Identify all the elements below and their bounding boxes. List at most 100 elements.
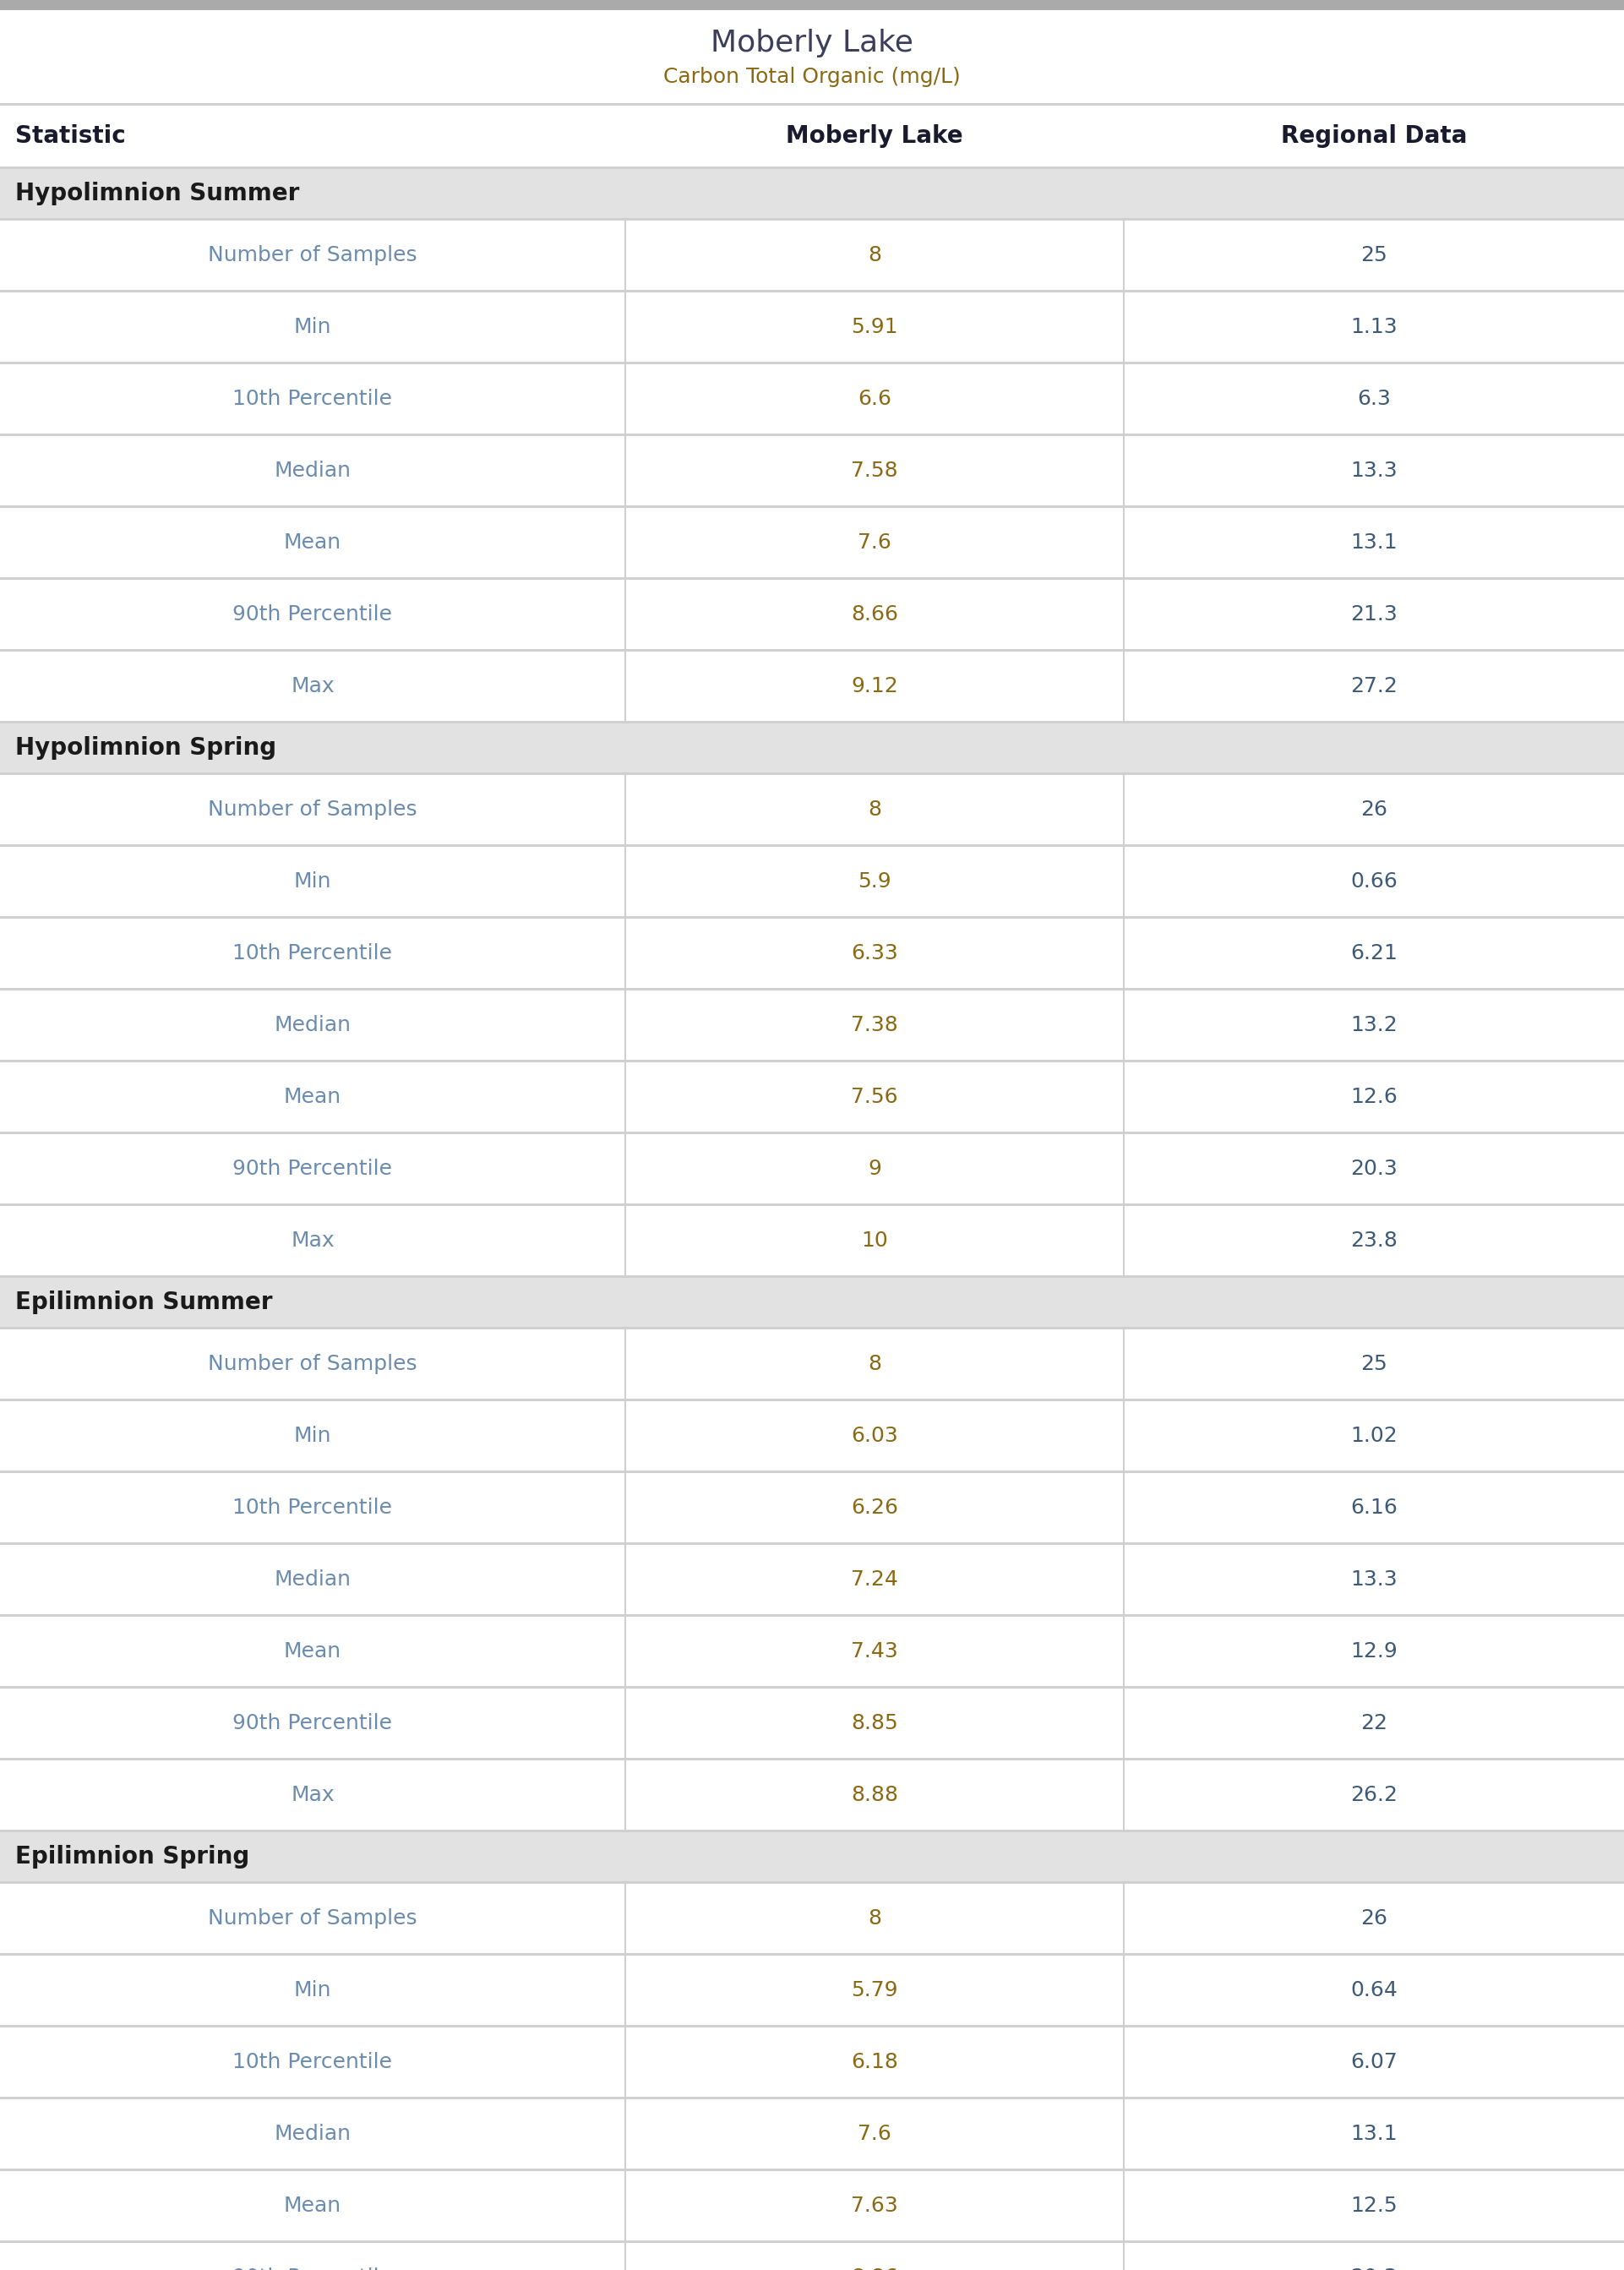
Text: 7.6: 7.6 bbox=[857, 533, 892, 552]
Text: 26.2: 26.2 bbox=[1350, 1784, 1398, 1805]
Text: 90th Percentile: 90th Percentile bbox=[232, 604, 393, 624]
Text: 0.64: 0.64 bbox=[1350, 1979, 1398, 2000]
Text: Moberly Lake: Moberly Lake bbox=[786, 125, 963, 148]
Text: 9.12: 9.12 bbox=[851, 676, 898, 697]
Text: 13.3: 13.3 bbox=[1351, 461, 1397, 481]
Bar bbox=[0, 2100, 1624, 2168]
Text: 7.56: 7.56 bbox=[851, 1087, 898, 1108]
Bar bbox=[0, 1689, 1624, 1757]
Text: Carbon Total Organic (mg/L): Carbon Total Organic (mg/L) bbox=[663, 66, 961, 86]
Text: Median: Median bbox=[274, 1569, 351, 1589]
Bar bbox=[0, 577, 1624, 579]
Bar bbox=[0, 2168, 1624, 2170]
Bar bbox=[0, 1884, 1624, 1952]
Text: Min: Min bbox=[294, 872, 331, 892]
Bar bbox=[0, 1203, 1624, 1205]
Text: Regional Data: Regional Data bbox=[1281, 125, 1466, 148]
Bar bbox=[0, 722, 1624, 724]
Text: Median: Median bbox=[274, 461, 351, 481]
Text: Max: Max bbox=[291, 1784, 335, 1805]
Bar bbox=[0, 1135, 1624, 1203]
Bar bbox=[0, 1401, 1624, 1471]
Bar bbox=[0, 0, 1624, 9]
Text: 25: 25 bbox=[1361, 1353, 1387, 1373]
Text: Min: Min bbox=[294, 318, 331, 338]
Text: Min: Min bbox=[294, 1426, 331, 1446]
Bar bbox=[0, 1546, 1624, 1614]
Text: 7.6: 7.6 bbox=[857, 2125, 892, 2145]
Text: 12.6: 12.6 bbox=[1350, 1087, 1398, 1108]
Text: 26: 26 bbox=[1361, 799, 1387, 819]
Bar bbox=[0, 291, 1624, 293]
Text: 10: 10 bbox=[861, 1230, 888, 1251]
Text: 7.58: 7.58 bbox=[851, 461, 898, 481]
Text: 8: 8 bbox=[867, 1353, 882, 1373]
Bar bbox=[0, 2170, 1624, 2240]
Text: Hypolimnion Summer: Hypolimnion Summer bbox=[15, 182, 299, 204]
Bar bbox=[0, 436, 1624, 506]
Text: 22: 22 bbox=[1361, 1714, 1387, 1734]
Text: 8: 8 bbox=[867, 245, 882, 266]
Text: Number of Samples: Number of Samples bbox=[208, 799, 417, 819]
Bar bbox=[0, 506, 1624, 508]
Bar bbox=[0, 1398, 1624, 1401]
Text: 10th Percentile: 10th Percentile bbox=[232, 388, 393, 409]
Bar bbox=[0, 508, 1624, 577]
Bar bbox=[0, 1882, 1624, 1884]
Text: 8.85: 8.85 bbox=[851, 1714, 898, 1734]
Text: 1.02: 1.02 bbox=[1350, 1426, 1398, 1446]
Text: 13.3: 13.3 bbox=[1351, 1569, 1397, 1589]
Text: Hypolimnion Spring: Hypolimnion Spring bbox=[15, 735, 276, 760]
Text: 20.3: 20.3 bbox=[1350, 1158, 1398, 1178]
Text: 6.03: 6.03 bbox=[851, 1426, 898, 1446]
Bar bbox=[0, 1205, 1624, 1276]
Text: Median: Median bbox=[274, 1015, 351, 1035]
Text: Max: Max bbox=[291, 676, 335, 697]
Text: 8: 8 bbox=[867, 1909, 882, 1930]
Bar bbox=[0, 1133, 1624, 1135]
Bar bbox=[0, 166, 1624, 168]
Bar bbox=[0, 649, 1624, 651]
Bar bbox=[0, 9, 1624, 102]
Bar bbox=[0, 987, 1624, 990]
Text: 5.9: 5.9 bbox=[857, 872, 892, 892]
Text: 13.1: 13.1 bbox=[1351, 2125, 1397, 2145]
Text: 8: 8 bbox=[867, 799, 882, 819]
Text: 1.13: 1.13 bbox=[1351, 318, 1397, 338]
Text: 9: 9 bbox=[867, 1158, 882, 1178]
Text: 20.3: 20.3 bbox=[1350, 2268, 1398, 2270]
Text: Mean: Mean bbox=[284, 533, 341, 552]
Text: Number of Samples: Number of Samples bbox=[208, 245, 417, 266]
Text: 6.07: 6.07 bbox=[1350, 2052, 1398, 2073]
Text: 6.18: 6.18 bbox=[851, 2052, 898, 2073]
Text: Epilimnion Summer: Epilimnion Summer bbox=[15, 1292, 273, 1314]
Bar bbox=[0, 2240, 1624, 2243]
Bar bbox=[0, 844, 1624, 847]
Bar bbox=[0, 1330, 1624, 1398]
Bar bbox=[0, 2025, 1624, 2027]
Text: Min: Min bbox=[294, 1979, 331, 2000]
Text: Mean: Mean bbox=[284, 2195, 341, 2216]
Bar bbox=[0, 917, 1624, 919]
Bar bbox=[0, 1471, 1624, 1473]
Text: Number of Samples: Number of Samples bbox=[208, 1353, 417, 1373]
Text: 6.21: 6.21 bbox=[1350, 942, 1398, 962]
Text: 8.88: 8.88 bbox=[851, 1784, 898, 1805]
Bar bbox=[0, 1328, 1624, 1330]
Text: 25: 25 bbox=[1361, 245, 1387, 266]
Text: Mean: Mean bbox=[284, 1087, 341, 1108]
Bar bbox=[0, 1762, 1624, 1830]
Text: 12.9: 12.9 bbox=[1350, 1641, 1398, 1662]
Bar bbox=[0, 1687, 1624, 1689]
Text: 10th Percentile: 10th Percentile bbox=[232, 2052, 393, 2073]
Text: 13.2: 13.2 bbox=[1350, 1015, 1398, 1035]
Text: 8.86: 8.86 bbox=[851, 2268, 898, 2270]
Bar bbox=[0, 1278, 1624, 1328]
Bar bbox=[0, 363, 1624, 434]
Bar bbox=[0, 772, 1624, 774]
Bar bbox=[0, 168, 1624, 218]
Text: 90th Percentile: 90th Percentile bbox=[232, 1158, 393, 1178]
Bar bbox=[0, 1614, 1624, 1616]
Text: 10th Percentile: 10th Percentile bbox=[232, 942, 393, 962]
Bar bbox=[0, 220, 1624, 291]
